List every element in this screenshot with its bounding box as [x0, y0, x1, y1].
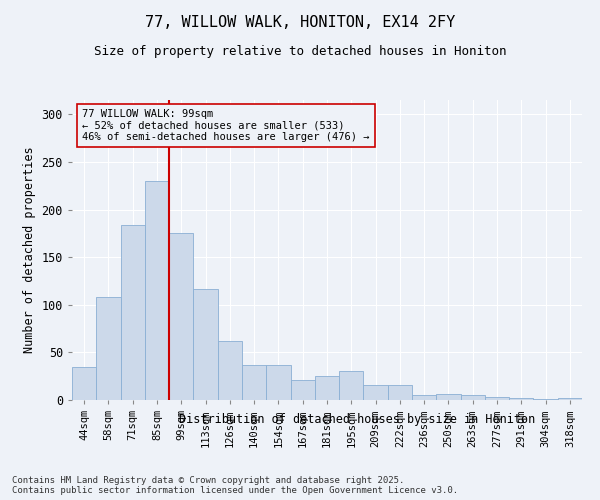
Bar — [339, 372, 364, 400]
Bar — [145, 181, 169, 400]
Bar — [218, 341, 242, 400]
Bar — [96, 297, 121, 400]
Bar — [364, 385, 388, 400]
Text: Size of property relative to detached houses in Honiton: Size of property relative to detached ho… — [94, 45, 506, 58]
Bar — [193, 288, 218, 400]
Bar — [242, 365, 266, 400]
Bar — [436, 394, 461, 400]
Text: Contains public sector information licensed under the Open Government Licence v3: Contains public sector information licen… — [12, 486, 458, 495]
Bar — [558, 398, 582, 400]
Text: 77 WILLOW WALK: 99sqm
← 52% of detached houses are smaller (533)
46% of semi-det: 77 WILLOW WALK: 99sqm ← 52% of detached … — [82, 109, 370, 142]
Bar — [315, 376, 339, 400]
Bar — [72, 366, 96, 400]
Bar — [388, 385, 412, 400]
Y-axis label: Number of detached properties: Number of detached properties — [23, 146, 36, 354]
Bar — [266, 365, 290, 400]
Text: Contains HM Land Registry data © Crown copyright and database right 2025.: Contains HM Land Registry data © Crown c… — [12, 476, 404, 485]
Text: Distribution of detached houses by size in Honiton: Distribution of detached houses by size … — [179, 412, 535, 426]
Bar — [412, 395, 436, 400]
Bar — [533, 399, 558, 400]
Bar — [485, 397, 509, 400]
Bar — [461, 395, 485, 400]
Bar — [509, 398, 533, 400]
Bar — [290, 380, 315, 400]
Text: 77, WILLOW WALK, HONITON, EX14 2FY: 77, WILLOW WALK, HONITON, EX14 2FY — [145, 15, 455, 30]
Bar — [121, 225, 145, 400]
Bar — [169, 234, 193, 400]
